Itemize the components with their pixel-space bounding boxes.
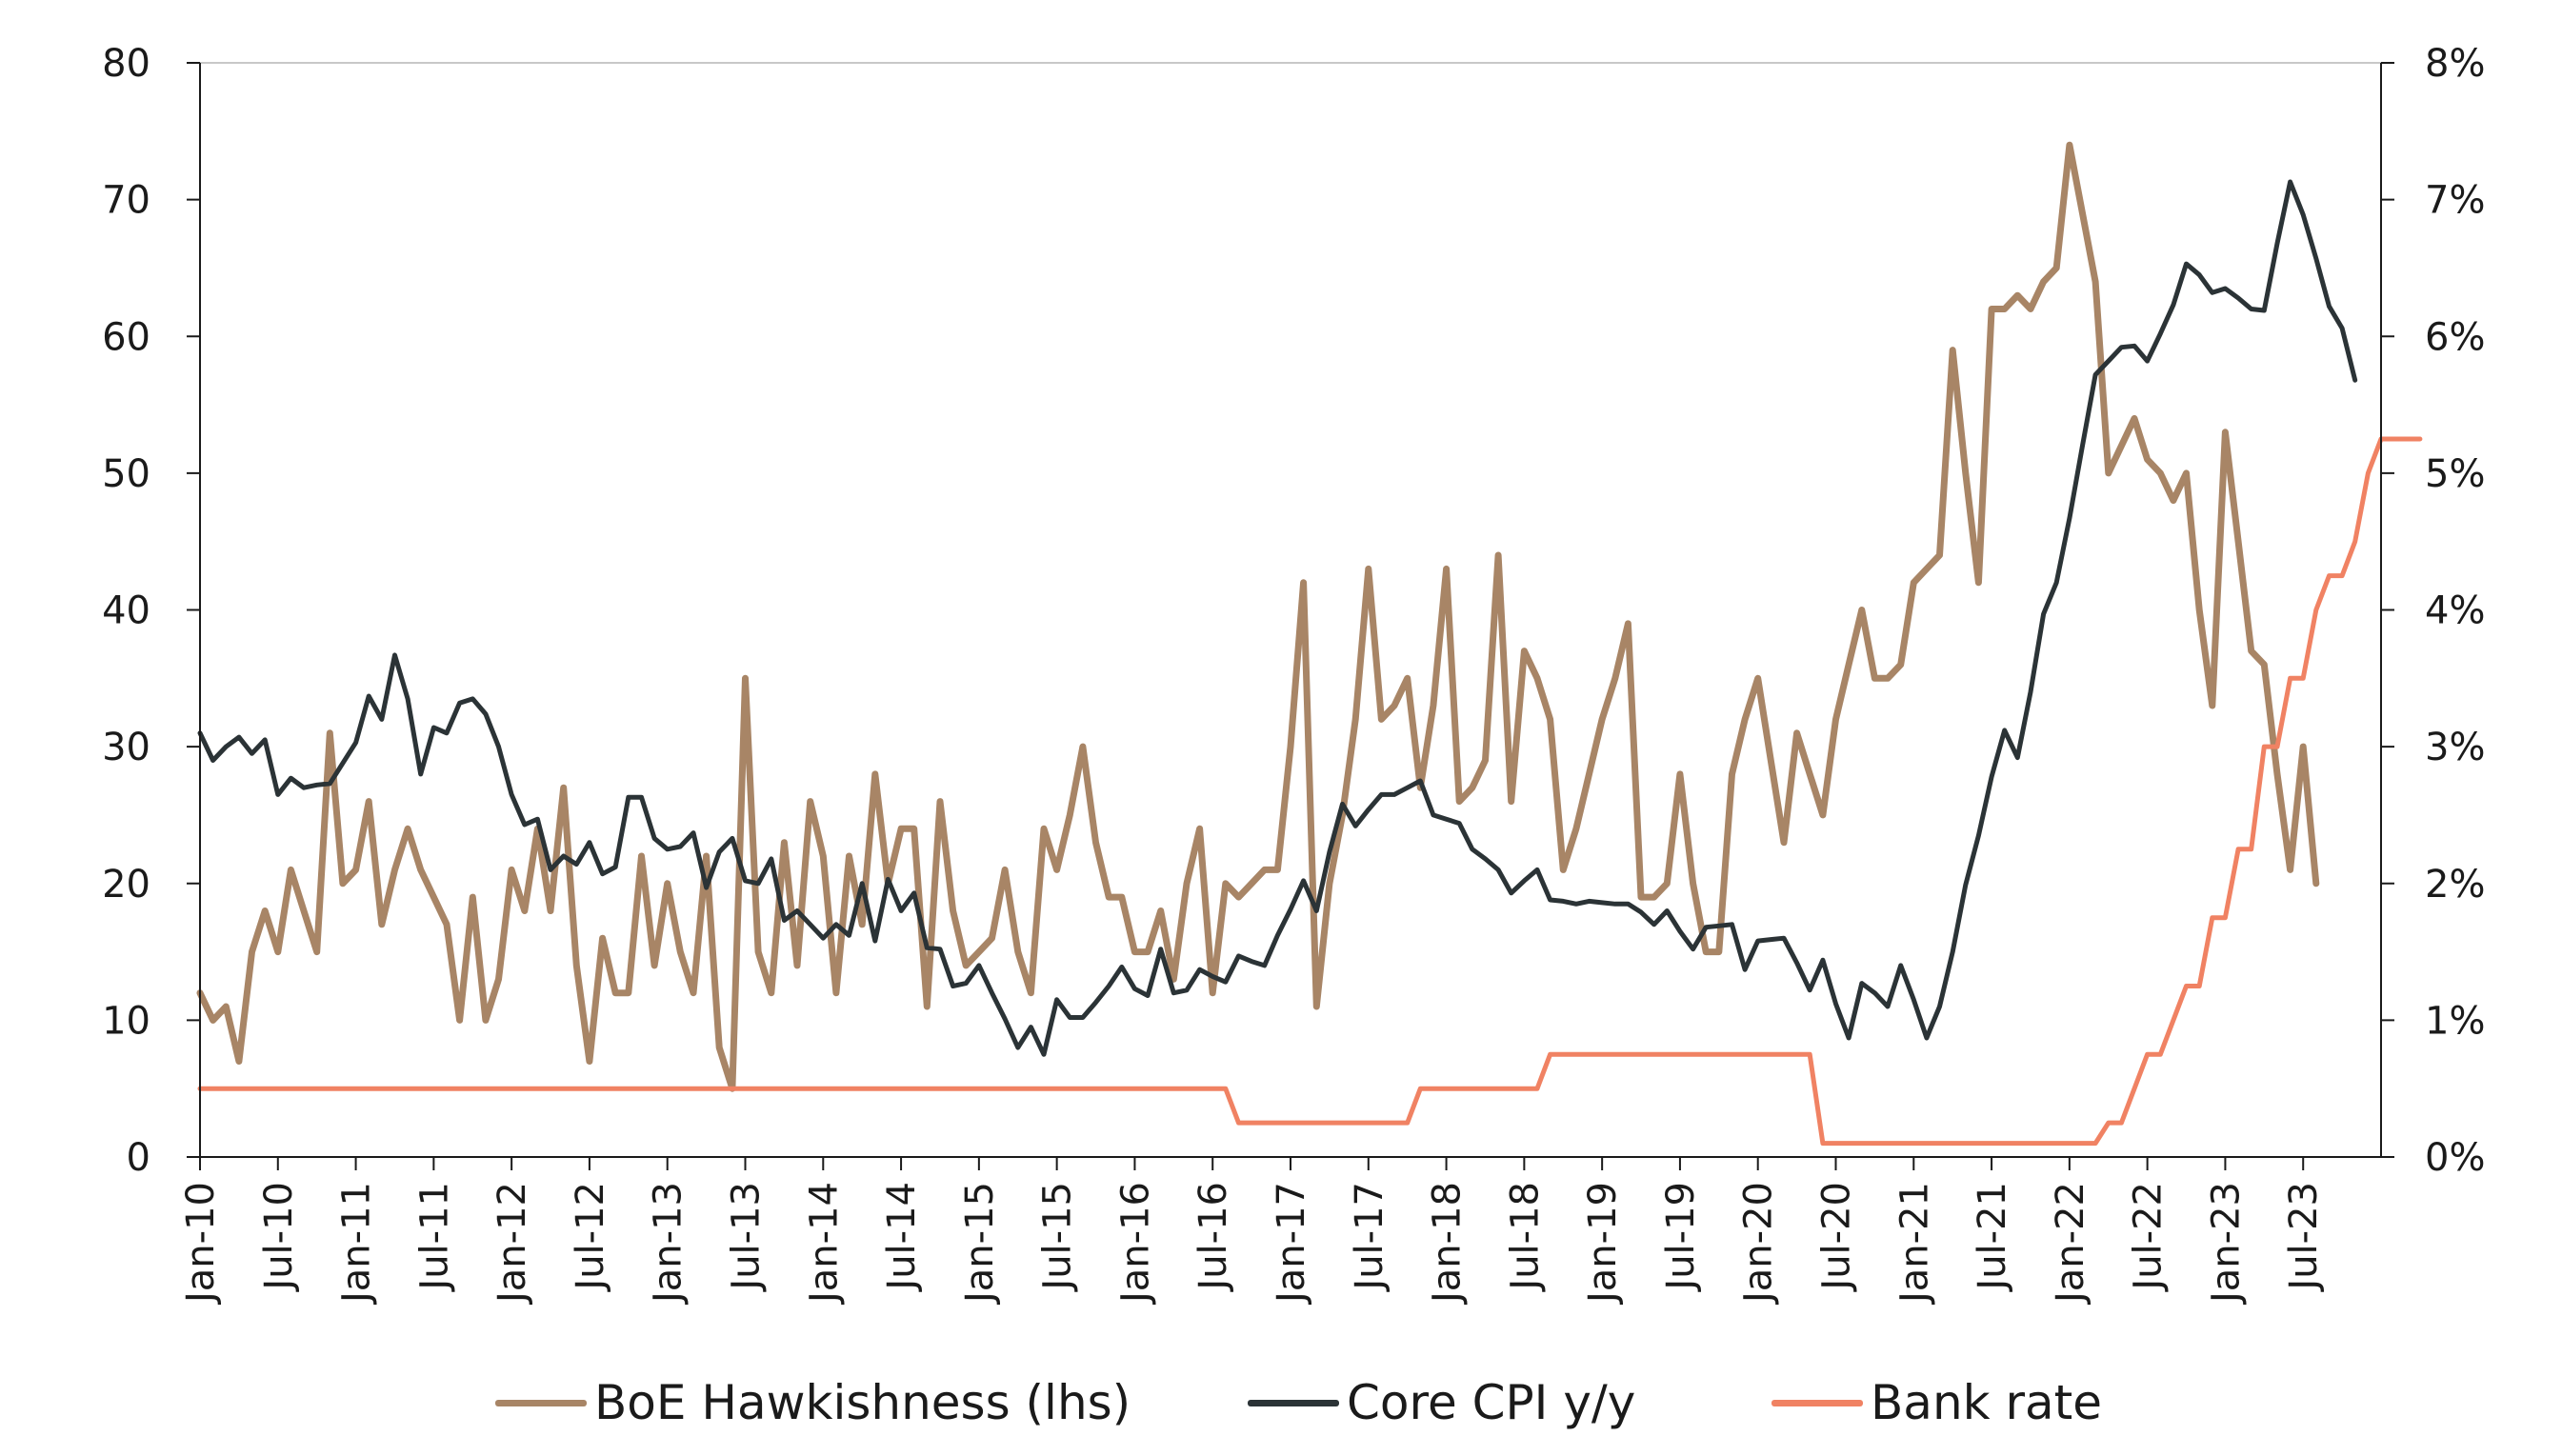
x-tick-label: Jan-15	[958, 1182, 1002, 1306]
series-line-bank-rate	[197, 436, 2423, 1147]
left-tick-label: 60	[102, 315, 150, 359]
x-tick-label: Jul-19	[1659, 1182, 1703, 1293]
x-tick-label: Jul-15	[1036, 1182, 1080, 1293]
x-tick-label: Jan-11	[335, 1182, 379, 1306]
x-tick-label: Jul-22	[2127, 1182, 2171, 1293]
legend-item-boe-hawkishness: BoE Hawkishness (lhs)	[495, 1369, 1131, 1436]
x-tick-label: Jan-10	[179, 1182, 223, 1306]
left-axis-ticks: 0 10 20 30 40 50 60 70 80	[102, 42, 200, 1180]
right-axis-ticks: 0% 1% 2% 3% 4% 5% 6% 7% 8%	[2381, 42, 2485, 1180]
left-tick-label: 40	[102, 589, 150, 633]
x-tick-label: Jan-12	[490, 1182, 534, 1306]
legend-swatch-boe-hawkishness	[495, 1399, 587, 1406]
legend-item-core-cpi: Core CPI y/y	[1248, 1369, 1635, 1436]
right-tick-label: 1%	[2425, 999, 2485, 1043]
x-tick-label: Jan-17	[1270, 1182, 1313, 1306]
series-line-boe-hawkishness-lhs	[196, 141, 2320, 1092]
series-lines	[196, 141, 2423, 1147]
left-tick-label: 70	[102, 179, 150, 223]
x-tick-label: Jul-13	[725, 1182, 769, 1293]
x-tick-label: Jan-23	[2204, 1182, 2248, 1306]
right-tick-label: 2%	[2425, 863, 2485, 907]
x-tick-label: Jan-19	[1581, 1182, 1625, 1306]
legend-item-bank-rate: Bank rate	[1771, 1369, 2102, 1436]
x-tick-label: Jul-23	[2282, 1182, 2326, 1293]
x-tick-label: Jan-13	[647, 1182, 691, 1306]
x-tick-label: Jan-14	[802, 1182, 846, 1306]
left-tick-label: 0	[127, 1136, 150, 1180]
x-tick-labels: Jan-10 Jul-10 Jan-11 Jul-11 Jan-12 Jul-12 Jan-…	[179, 1157, 2326, 1306]
left-tick-label: 10	[102, 999, 150, 1043]
legend-swatch-bank-rate	[1771, 1399, 1863, 1406]
legend-label-core-cpi: Core CPI y/y	[1347, 1375, 1636, 1430]
x-tick-label: Jan-21	[1892, 1182, 1936, 1306]
x-tick-label: Jul-21	[1971, 1182, 2014, 1293]
left-tick-label: 80	[102, 42, 150, 86]
right-tick-label: 5%	[2425, 452, 2485, 496]
legend-swatch-core-cpi	[1248, 1399, 1339, 1406]
x-tick-label: Jan-22	[2049, 1182, 2092, 1306]
left-tick-label: 20	[102, 863, 150, 907]
series-line-core-cpi-y-y	[197, 179, 2358, 1057]
x-tick-label: Jan-16	[1113, 1182, 1157, 1306]
x-tick-label: Jul-10	[257, 1182, 301, 1293]
right-tick-label: 6%	[2425, 315, 2485, 359]
x-tick-label: Jul-12	[569, 1182, 612, 1293]
right-tick-label: 7%	[2425, 179, 2485, 223]
legend: BoE Hawkishness (lhs) Core CPI y/y Bank …	[0, 1369, 2562, 1436]
legend-label-bank-rate: Bank rate	[1871, 1375, 2103, 1430]
legend-label-boe-hawkishness: BoE Hawkishness (lhs)	[594, 1375, 1131, 1430]
x-tick-label: Jan-20	[1737, 1182, 1781, 1306]
left-tick-label: 30	[102, 726, 150, 769]
left-tick-label: 50	[102, 452, 150, 496]
x-tick-label: Jul-16	[1191, 1182, 1235, 1293]
x-tick-label: Jul-14	[880, 1182, 924, 1293]
x-tick-label: Jul-18	[1503, 1182, 1547, 1293]
right-tick-label: 0%	[2425, 1136, 2485, 1180]
right-tick-label: 4%	[2425, 589, 2485, 633]
x-tick-label: Jul-11	[412, 1182, 456, 1293]
x-tick-label: Jul-20	[1815, 1182, 1859, 1293]
x-tick-label: Jul-17	[1348, 1182, 1391, 1293]
x-tick-label: Jan-18	[1426, 1182, 1470, 1306]
right-tick-label: 8%	[2425, 42, 2485, 86]
right-tick-label: 3%	[2425, 726, 2485, 769]
